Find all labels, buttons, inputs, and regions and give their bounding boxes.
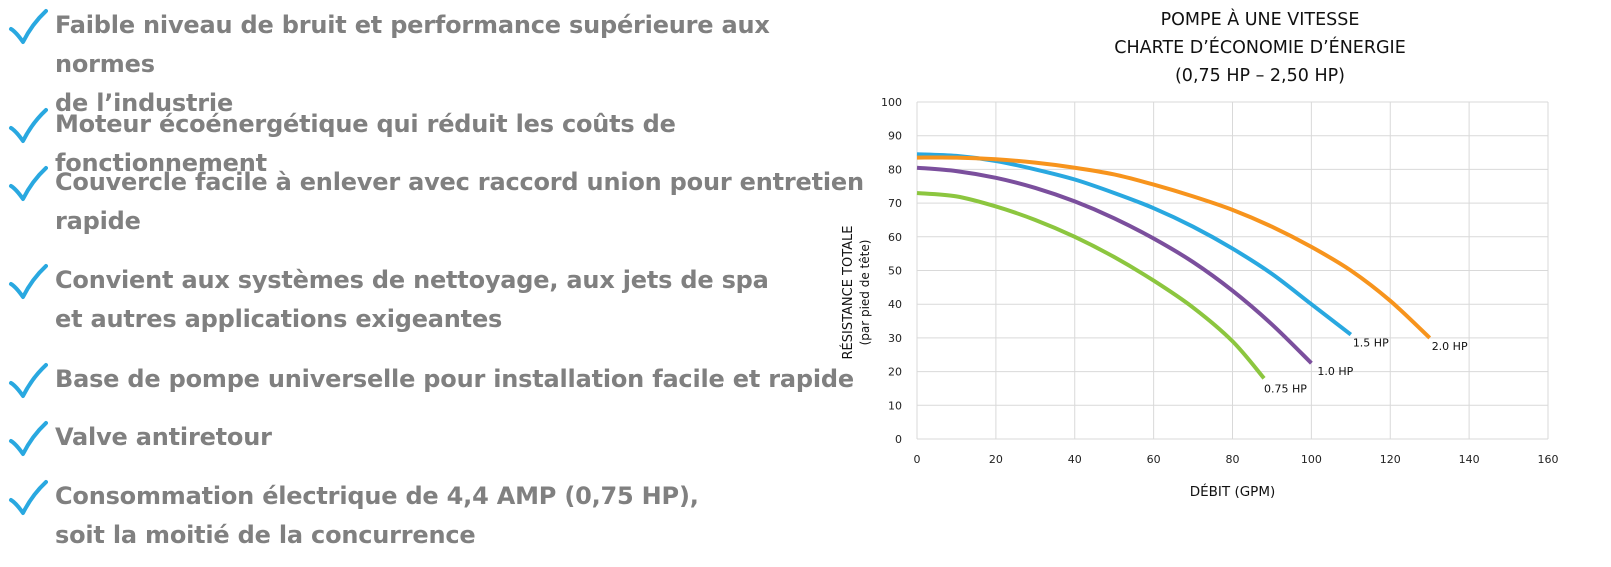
y-tick-label: 90 bbox=[888, 130, 902, 143]
feature-item: Couvercle facile à enlever avec raccord … bbox=[8, 163, 864, 241]
feature-item: Consommation électrique de 4,4 AMP (0,75… bbox=[8, 477, 699, 555]
series-line bbox=[916, 155, 1432, 340]
y-tick-label: 30 bbox=[888, 332, 902, 345]
feature-item: Base de pompe universelle pour installat… bbox=[8, 360, 854, 402]
feature-item: Convient aux systèmes de nettoyage, aux … bbox=[8, 261, 769, 339]
checkmark-icon bbox=[9, 166, 48, 201]
x-tick-label: 80 bbox=[1226, 453, 1240, 466]
checkmark-icon bbox=[9, 9, 48, 44]
x-tick-label: 60 bbox=[1147, 453, 1161, 466]
series-label: 2.0 HP bbox=[1432, 340, 1468, 353]
series-label: 1.5 HP bbox=[1353, 337, 1389, 350]
series-label: 0.75 HP bbox=[1264, 382, 1307, 395]
feature-text: Convient aux systèmes de nettoyage, aux … bbox=[55, 266, 769, 333]
feature-text: Faible niveau de bruit et performance su… bbox=[55, 11, 770, 117]
y-tick-label: 20 bbox=[888, 366, 902, 379]
y-tick-label: 10 bbox=[888, 399, 902, 412]
y-tick-label: 70 bbox=[888, 197, 902, 210]
x-tick-label: 100 bbox=[1301, 453, 1322, 466]
series-label: 1.0 HP bbox=[1317, 365, 1353, 378]
checkmark-icon bbox=[9, 480, 48, 515]
y-tick-label: 0 bbox=[895, 433, 902, 446]
x-tick-label: 140 bbox=[1459, 453, 1480, 466]
checkmark-icon bbox=[9, 108, 48, 143]
checkmark-icon bbox=[9, 363, 48, 398]
x-tick-label: 120 bbox=[1380, 453, 1401, 466]
y-tick-label: 80 bbox=[888, 163, 902, 176]
feature-text: Couvercle facile à enlever avec raccord … bbox=[55, 168, 864, 235]
x-tick-label: 160 bbox=[1538, 453, 1559, 466]
feature-item: Moteur écoénergétique qui réduit les coû… bbox=[8, 105, 868, 183]
chart-title: POMPE À UNE VITESSE CHARTE D’ÉCONOMIE D’… bbox=[1050, 6, 1470, 90]
chart-title-line: POMPE À UNE VITESSE bbox=[1160, 10, 1360, 30]
feature-text: Valve antiretour bbox=[55, 423, 272, 451]
pump-curve-chart: 0 10 20 30 40 50 60 70 80 90 100 0 20 40 60 80 100 120 140… bbox=[840, 96, 1559, 500]
checkmark-icon bbox=[9, 421, 48, 456]
y-axis-label: RÉSISTANCE TOTALE bbox=[840, 225, 856, 359]
x-tick-label: 40 bbox=[1068, 453, 1082, 466]
y-axis-sublabel: (par pied de tête) bbox=[858, 240, 872, 346]
x-axis-label: DÉBIT (GPM) bbox=[1190, 483, 1276, 500]
y-tick-label: 40 bbox=[888, 298, 902, 311]
feature-text: Base de pompe universelle pour installat… bbox=[55, 365, 854, 393]
feature-text: Moteur écoénergétique qui réduit les coû… bbox=[55, 110, 676, 177]
y-tick-label: 50 bbox=[888, 265, 902, 278]
series-line bbox=[916, 165, 1313, 365]
feature-item: Valve antiretour bbox=[8, 418, 272, 460]
feature-text: Consommation électrique de 4,4 AMP (0,75… bbox=[55, 482, 699, 549]
series-line bbox=[916, 190, 1266, 380]
chart-title-line: CHARTE D’ÉCONOMIE D’ÉNERGIE bbox=[1114, 38, 1406, 58]
y-tick-label: 60 bbox=[888, 231, 902, 244]
x-tick-label: 0 bbox=[914, 453, 921, 466]
x-tick-label: 20 bbox=[989, 453, 1003, 466]
y-tick-label: 100 bbox=[881, 96, 902, 109]
feature-item: Faible niveau de bruit et performance su… bbox=[8, 6, 868, 123]
checkmark-icon bbox=[9, 264, 48, 299]
chart-title-line: (0,75 HP – 2,50 HP) bbox=[1174, 66, 1345, 86]
